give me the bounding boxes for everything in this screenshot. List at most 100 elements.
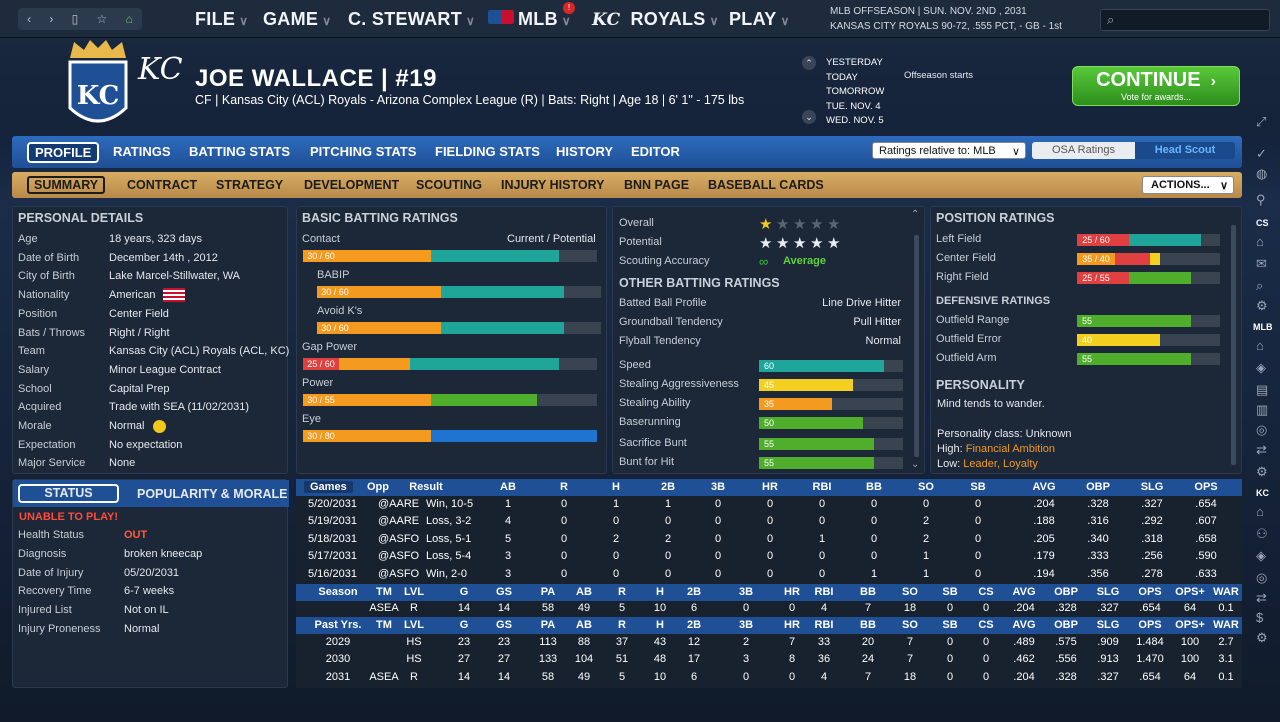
- tab-bnn-page[interactable]: BNN PAGE: [624, 178, 690, 192]
- column-header[interactable]: HR: [784, 586, 800, 598]
- column-header[interactable]: LVL: [404, 619, 424, 631]
- column-header[interactable]: HR: [784, 619, 800, 631]
- globe-icon[interactable]: ◍: [1256, 166, 1268, 181]
- column-header[interactable]: OBP: [1086, 481, 1110, 493]
- scrollbar[interactable]: [1231, 225, 1236, 465]
- tab-fielding-stats[interactable]: FIELDING STATS: [435, 144, 540, 159]
- tab-injury-history[interactable]: INJURY HISTORY: [501, 178, 605, 192]
- column-header[interactable]: AVG: [1012, 586, 1036, 598]
- home-icon[interactable]: ⌂: [125, 12, 133, 26]
- column-header[interactable]: GS: [496, 586, 512, 598]
- tab-pitching-stats[interactable]: PITCHING STATS: [310, 144, 417, 159]
- tab-baseball-cards[interactable]: BASEBALL CARDS: [708, 178, 824, 192]
- column-header[interactable]: AB: [576, 586, 592, 598]
- home-icon[interactable]: ⌂: [1256, 234, 1264, 249]
- column-header[interactable]: GS: [496, 619, 512, 631]
- column-header[interactable]: CS: [978, 619, 994, 631]
- tab-development[interactable]: DEVELOPMENT: [304, 178, 400, 192]
- scroll-up-icon[interactable]: ⌃: [911, 209, 920, 220]
- star-icon[interactable]: ☆: [96, 12, 108, 26]
- column-header[interactable]: SO: [902, 619, 918, 631]
- column-header[interactable]: TM: [376, 619, 392, 631]
- column-header[interactable]: Past Yrs.: [314, 619, 362, 631]
- tab-batting-stats[interactable]: BATTING STATS: [189, 144, 291, 159]
- column-header[interactable]: SLG: [1140, 481, 1164, 493]
- column-header[interactable]: PA: [540, 586, 556, 598]
- baseball-icon[interactable]: ◎: [1256, 422, 1268, 437]
- column-header[interactable]: R: [560, 481, 568, 493]
- column-header[interactable]: TM: [376, 586, 392, 598]
- column-header[interactable]: Opp: [367, 481, 389, 493]
- calendar-up-icon[interactable]: ⌃: [802, 56, 816, 70]
- column-header[interactable]: Season: [318, 586, 358, 598]
- column-header[interactable]: 3B: [738, 619, 754, 631]
- tab-scouting[interactable]: SCOUTING: [416, 178, 482, 192]
- transfer-icon[interactable]: ⇄: [1256, 590, 1267, 605]
- column-header[interactable]: AVG: [1012, 619, 1036, 631]
- back-icon[interactable]: ‹: [27, 12, 32, 26]
- column-header[interactable]: SLG: [1096, 586, 1120, 598]
- continue-button[interactable]: CONTINUE › Vote for awards...: [1072, 66, 1240, 106]
- column-header[interactable]: G: [459, 586, 469, 598]
- tab-profile[interactable]: PROFILE: [27, 142, 100, 163]
- tab-popularity-morale[interactable]: POPULARITY & MORALE: [137, 487, 288, 501]
- transfer-icon[interactable]: ⇄: [1256, 442, 1267, 457]
- column-header[interactable]: BB: [860, 619, 876, 631]
- column-header[interactable]: SO: [918, 481, 934, 493]
- column-header[interactable]: OPS: [1194, 481, 1218, 493]
- head-scout-toggle[interactable]: Head Scout: [1135, 142, 1235, 159]
- column-header[interactable]: WAR: [1213, 586, 1239, 598]
- column-header[interactable]: 2B: [686, 586, 702, 598]
- column-header[interactable]: OPS: [1138, 586, 1162, 598]
- tab-history[interactable]: HISTORY: [556, 144, 614, 159]
- ratings-relative-select[interactable]: Ratings relative to: MLB ∨: [872, 142, 1026, 159]
- column-header[interactable]: H: [612, 481, 620, 493]
- column-header[interactable]: SB: [970, 481, 986, 493]
- column-header[interactable]: 2B: [686, 619, 702, 631]
- column-header[interactable]: OPS+: [1175, 586, 1205, 598]
- diamond-icon[interactable]: ◈: [1256, 360, 1266, 375]
- column-header[interactable]: H: [656, 586, 664, 598]
- tab-strategy[interactable]: STRATEGY: [216, 178, 284, 192]
- tab-editor[interactable]: EDITOR: [631, 144, 680, 159]
- column-header[interactable]: RBI: [812, 481, 832, 493]
- column-header[interactable]: RBI: [814, 619, 834, 631]
- column-header[interactable]: OBP: [1054, 619, 1078, 631]
- tab-ratings[interactable]: RATINGS: [113, 144, 171, 159]
- diamond-icon[interactable]: ◈: [1256, 548, 1266, 563]
- column-header[interactable]: AB: [500, 481, 516, 493]
- users-icon[interactable]: ⚇: [1256, 526, 1268, 541]
- column-header[interactable]: OBP: [1054, 586, 1078, 598]
- actions-dropdown[interactable]: ACTIONS... ∨: [1142, 176, 1234, 194]
- column-header[interactable]: OPS: [1138, 619, 1162, 631]
- scroll-down-icon[interactable]: ⌄: [911, 459, 920, 470]
- scrollbar[interactable]: [914, 235, 919, 457]
- dollar-icon[interactable]: $: [1256, 610, 1264, 625]
- tab-contract[interactable]: CONTRACT: [127, 178, 198, 192]
- chart-icon[interactable]: ▥: [1256, 402, 1269, 417]
- column-header[interactable]: PA: [540, 619, 556, 631]
- gear-icon[interactable]: ⚙: [1256, 464, 1268, 479]
- tab-summary[interactable]: SUMMARY: [27, 176, 106, 194]
- column-header[interactable]: WAR: [1213, 619, 1239, 631]
- column-header[interactable]: R: [618, 586, 626, 598]
- column-header[interactable]: AVG: [1032, 481, 1056, 493]
- column-header[interactable]: LVL: [404, 586, 424, 598]
- menu-game[interactable]: GAME ∨: [263, 9, 332, 29]
- column-header[interactable]: HR: [762, 481, 778, 493]
- gear-icon[interactable]: ⚙: [1256, 298, 1268, 313]
- column-header[interactable]: 3B: [710, 481, 726, 493]
- column-header[interactable]: SB: [942, 586, 958, 598]
- column-header[interactable]: CS: [978, 586, 994, 598]
- forward-icon[interactable]: ›: [49, 12, 54, 26]
- column-header[interactable]: R: [618, 619, 626, 631]
- menu-file[interactable]: FILE ∨: [195, 9, 249, 29]
- news-icon[interactable]: ▤: [1256, 382, 1269, 397]
- home-icon[interactable]: ⌂: [1256, 338, 1264, 353]
- search-input[interactable]: ⌕: [1100, 9, 1270, 31]
- mail-icon[interactable]: ✉: [1256, 256, 1267, 271]
- calendar-down-icon[interactable]: ⌄: [802, 110, 816, 124]
- column-header[interactable]: 3B: [738, 586, 754, 598]
- column-header[interactable]: SB: [942, 619, 958, 631]
- column-header[interactable]: AB: [576, 619, 592, 631]
